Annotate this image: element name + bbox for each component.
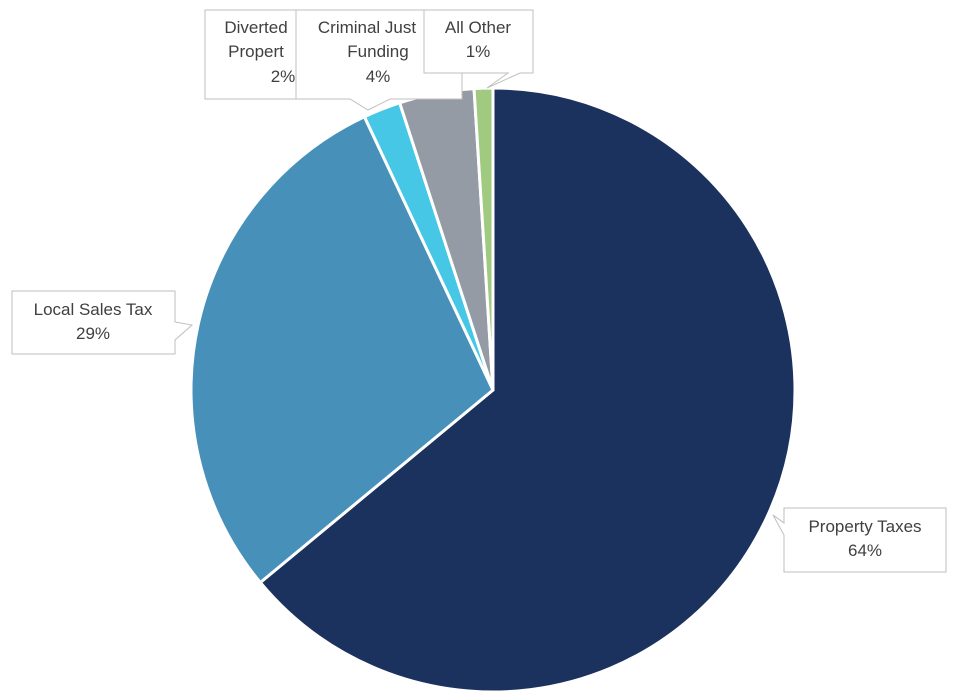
callout-all-other: All Other 1%: [423, 9, 534, 89]
label-property-taxes-pct: 64%: [848, 541, 882, 560]
label-diverted-line1: Diverted: [224, 18, 287, 37]
label-diverted-pct: 2%: [271, 67, 296, 86]
label-all-other-name: All Other: [445, 18, 511, 37]
pie-slice-all-other: [472, 86, 495, 392]
callout-box-property-taxes: [772, 507, 947, 573]
label-criminal-justice-pct: 4%: [366, 67, 391, 86]
callout-box-local-sales-tax: [11, 290, 194, 355]
label-diverted-line2: Propert: [228, 42, 284, 61]
callout-diverted-property: Diverted Propert 2%: [204, 9, 309, 100]
label-all-other-pct: 1%: [466, 42, 491, 61]
label-criminal-justice-line2: Funding: [347, 42, 408, 61]
label-local-sales-tax-name: Local Sales Tax: [34, 300, 153, 319]
label-local-sales-tax-pct: 29%: [76, 324, 110, 343]
callout-local-sales-tax: Local Sales Tax 29%: [11, 290, 194, 355]
label-criminal-justice-line1: Criminal Just: [318, 18, 417, 37]
pie-slice-property-taxes: [258, 86, 797, 693]
pie-slices: [189, 86, 797, 693]
callout-box-all-other: [423, 9, 534, 89]
pie-slice-local-sales-tax: [189, 115, 495, 584]
callout-property-taxes: Property Taxes 64%: [772, 507, 947, 573]
callout-box-diverted-property: [204, 9, 309, 100]
callout-criminal-justice: Criminal Just Funding 4%: [295, 9, 463, 111]
label-property-taxes-name: Property Taxes: [808, 517, 921, 536]
